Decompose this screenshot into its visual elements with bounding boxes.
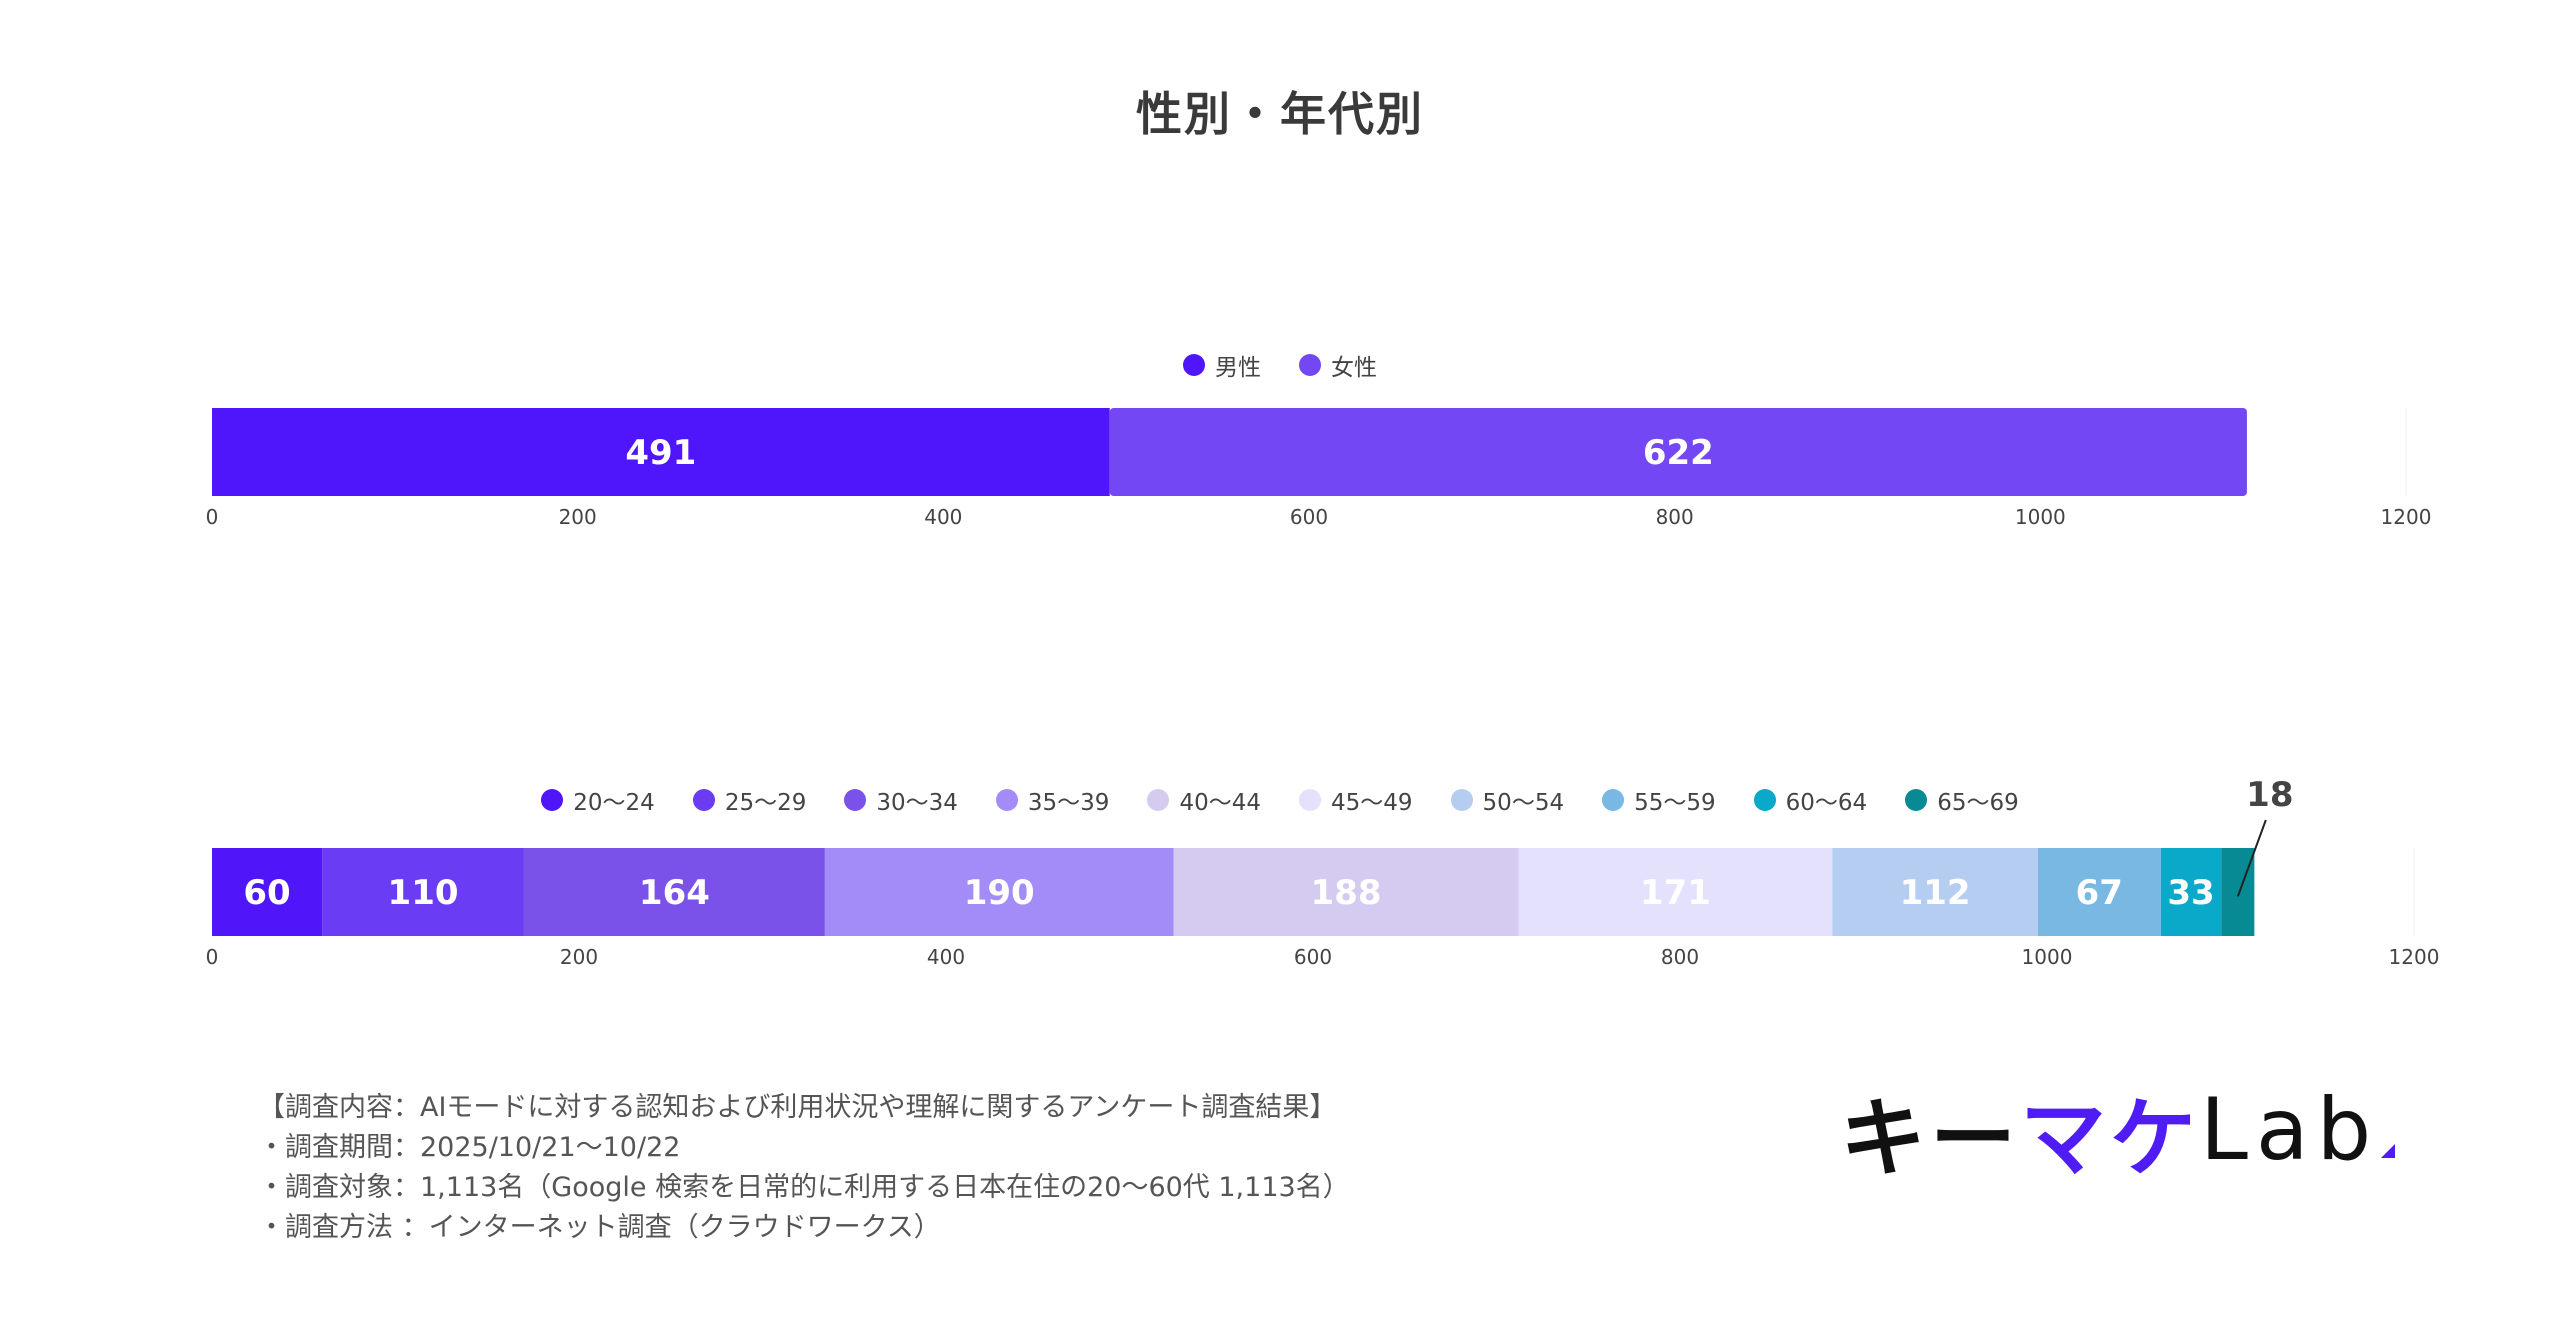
legend-dot-icon: [1753, 789, 1776, 811]
legend-label: 40〜44: [1179, 790, 1261, 816]
x-tick-label: 1000: [2015, 505, 2066, 529]
logo-text-part1: キー: [1840, 1088, 2020, 1189]
x-tick-label: 1000: [2022, 945, 2073, 969]
legend-dot-icon: [541, 789, 564, 811]
bar-value-label: 60: [243, 873, 290, 913]
legend-item[interactable]: 60〜64: [1753, 783, 1868, 817]
bar-value-label: 188: [1311, 873, 1382, 913]
x-tick-label: 1200: [2381, 505, 2432, 529]
survey-content-line: 【調査内容：AIモードに対する認知および利用状況や理解に関するアンケート調査結果…: [258, 1092, 1337, 1123]
bar-value-label: 190: [964, 873, 1035, 913]
bar-segment[interactable]: [824, 848, 1174, 936]
bar-value-label: 491: [625, 433, 696, 473]
age-chart: 60 110 164 190 188 171 112 67 33 18 0 200 400 600 800 1…: [206, 775, 2440, 969]
legend-item[interactable]: 55〜59: [1602, 783, 1716, 817]
survey-target-line: ・調査対象：1,113名（Google 検索を日常的に利用する日本在住の20〜6…: [258, 1172, 1350, 1203]
legend-label: 55〜59: [1634, 790, 1716, 816]
legend-dot-icon: [1299, 354, 1321, 376]
legend-label: 45〜49: [1331, 790, 1413, 816]
legend-item[interactable]: 30〜34: [844, 783, 958, 817]
legend-label: 35〜39: [1027, 790, 1110, 816]
legend-dot-icon: [1905, 789, 1928, 811]
x-tick-label: 200: [559, 505, 597, 529]
bar-segment[interactable]: [523, 848, 825, 936]
legend-dot-icon: [1450, 789, 1473, 811]
legend-label: 女性: [1331, 355, 1377, 381]
legend-item[interactable]: 女性: [1299, 348, 1377, 382]
logo-text-part3: Lab: [2200, 1080, 2380, 1180]
logo-corner-mark: [2381, 1144, 2396, 1158]
page-title: 性別・年代別: [1136, 87, 1424, 141]
x-tick-label: 0: [206, 505, 219, 529]
logo-text-part2: マケ: [2020, 1088, 2200, 1189]
legend-dot-icon: [995, 789, 1018, 811]
survey-notes: 【調査内容：AIモードに対する認知および利用状況や理解に関するアンケート調査結果…: [258, 1088, 1350, 1248]
legend-item[interactable]: 50〜54: [1450, 783, 1565, 817]
legend-dot-icon: [844, 789, 867, 811]
x-tick-label: 800: [1656, 505, 1694, 529]
bar-value-callout: 18: [2246, 775, 2293, 815]
bar-segment[interactable]: [2221, 848, 2255, 936]
legend-item[interactable]: 男性: [1183, 348, 1261, 382]
legend-item[interactable]: 65〜69: [1905, 783, 2019, 817]
gender-chart: 491 622 0 200 400 600 800 1000 1200: [206, 408, 2432, 529]
x-tick-label: 600: [1294, 945, 1332, 969]
legend-dot-icon: [692, 789, 715, 811]
bar-segment[interactable]: [212, 848, 323, 936]
legend-label: 20〜24: [573, 790, 655, 816]
x-tick-label: 0: [206, 945, 219, 969]
legend-item[interactable]: 25〜29: [692, 783, 807, 817]
bar-segment[interactable]: [2037, 848, 2161, 936]
bar-value-label: 112: [1900, 873, 1971, 913]
age-legend: 20〜24 25〜29 30〜34 35〜39 40〜44 45〜49 50〜54 55〜59…: [0, 780, 2560, 820]
x-tick-label: 1200: [2389, 945, 2440, 969]
gender-legend: 男性 女性: [0, 345, 2560, 385]
bar-segment[interactable]: [1518, 848, 1833, 936]
x-tick-label: 400: [924, 505, 962, 529]
legend-label: 男性: [1215, 355, 1261, 381]
x-tick-label: 200: [560, 945, 598, 969]
legend-dot-icon: [1299, 789, 1321, 811]
brand-logo: キー マケ Lab: [1840, 1080, 2480, 1189]
bar-segment[interactable]: [212, 408, 1110, 496]
bar-value-label: 164: [639, 873, 710, 913]
legend-label: 30〜34: [876, 790, 958, 816]
callout-leader-line: [2236, 819, 2267, 897]
bar-value-label: 33: [2167, 873, 2214, 913]
bar-segment[interactable]: [1109, 408, 2247, 496]
legend-dot-icon: [1602, 789, 1625, 811]
survey-period-line: ・調査期間：2025/10/21〜10/22: [258, 1132, 681, 1163]
x-tick-label: 800: [1661, 945, 1699, 969]
bar-segment[interactable]: [1173, 848, 1519, 936]
legend-item[interactable]: 45〜49: [1299, 783, 1413, 817]
x-tick-label: 400: [927, 945, 965, 969]
bar-value-label: 622: [1643, 433, 1714, 473]
bar-value-label: 110: [388, 873, 459, 913]
legend-label: 65〜69: [1937, 790, 2019, 816]
x-tick-label: 600: [1290, 505, 1328, 529]
legend-dot-icon: [1147, 789, 1170, 811]
legend-label: 60〜64: [1785, 790, 1868, 816]
legend-item[interactable]: 20〜24: [541, 783, 655, 817]
legend-label: 25〜29: [724, 790, 807, 816]
bar-value-label: 171: [1640, 873, 1711, 913]
legend-label: 50〜54: [1482, 790, 1565, 816]
legend-item[interactable]: 40〜44: [1147, 783, 1261, 817]
legend-item[interactable]: 35〜39: [995, 783, 1110, 817]
bar-segment[interactable]: [2160, 848, 2222, 936]
survey-method-line: ・調査方法 ：インターネット調査（クラウドワークス）: [258, 1212, 941, 1243]
bar-segment[interactable]: [322, 848, 524, 936]
legend-dot-icon: [1183, 354, 1205, 376]
bar-value-label: 67: [2076, 873, 2123, 913]
bar-segment[interactable]: [1832, 848, 2038, 936]
